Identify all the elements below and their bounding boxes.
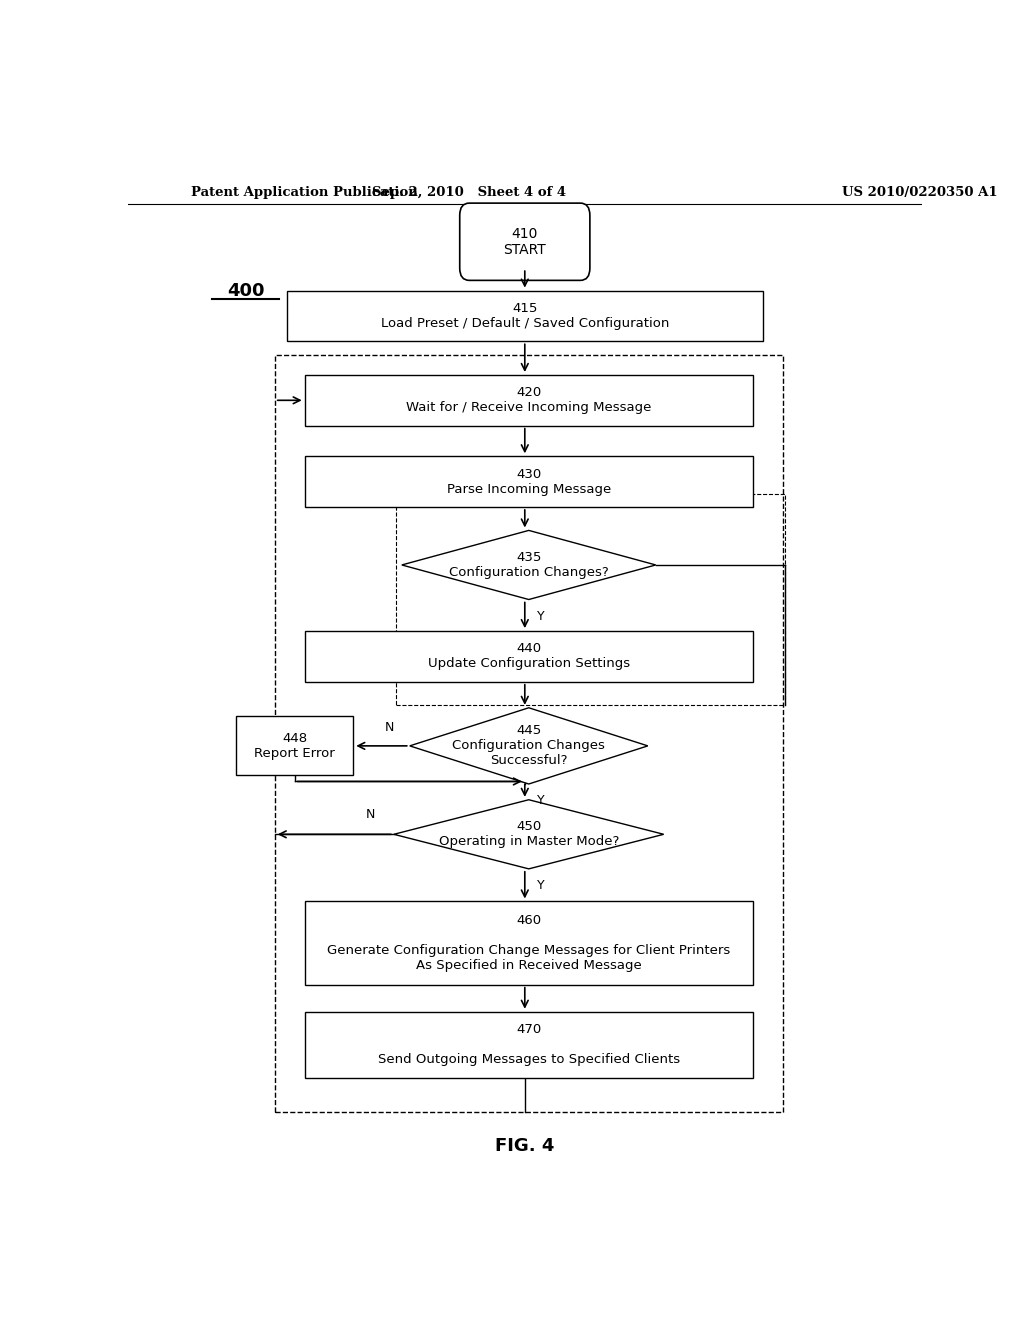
Bar bbox=[304, 902, 753, 985]
Bar bbox=[304, 631, 753, 682]
Text: 400: 400 bbox=[226, 281, 264, 300]
Polygon shape bbox=[394, 800, 664, 869]
Bar bbox=[304, 1011, 753, 1077]
Text: N: N bbox=[366, 808, 375, 821]
Text: 410
START: 410 START bbox=[504, 227, 546, 257]
Text: 448
Report Error: 448 Report Error bbox=[254, 731, 335, 760]
Text: 430
Parse Incoming Message: 430 Parse Incoming Message bbox=[446, 467, 611, 495]
Text: 420
Wait for / Receive Incoming Message: 420 Wait for / Receive Incoming Message bbox=[407, 387, 651, 414]
Polygon shape bbox=[410, 708, 648, 784]
Bar bbox=[304, 375, 753, 426]
Text: 435
Configuration Changes?: 435 Configuration Changes? bbox=[449, 550, 608, 579]
Text: 415
Load Preset / Default / Saved Configuration: 415 Load Preset / Default / Saved Config… bbox=[381, 302, 669, 330]
Text: 440
Update Configuration Settings: 440 Update Configuration Settings bbox=[428, 643, 630, 671]
FancyBboxPatch shape bbox=[460, 203, 590, 280]
Text: Sep. 2, 2010   Sheet 4 of 4: Sep. 2, 2010 Sheet 4 of 4 bbox=[372, 186, 566, 199]
Text: 470

Send Outgoing Messages to Specified Clients: 470 Send Outgoing Messages to Specified … bbox=[378, 1023, 680, 1067]
Text: 445
Configuration Changes
Successful?: 445 Configuration Changes Successful? bbox=[453, 725, 605, 767]
Bar bbox=[236, 717, 353, 775]
Text: FIG. 4: FIG. 4 bbox=[496, 1138, 554, 1155]
Text: Y: Y bbox=[537, 610, 545, 623]
Text: US 2010/0220350 A1: US 2010/0220350 A1 bbox=[842, 186, 997, 199]
Text: N: N bbox=[385, 721, 394, 734]
Text: Patent Application Publication: Patent Application Publication bbox=[191, 186, 418, 199]
Bar bbox=[396, 494, 785, 705]
Text: 450
Operating in Master Mode?: 450 Operating in Master Mode? bbox=[438, 820, 618, 849]
Bar bbox=[304, 457, 753, 507]
Polygon shape bbox=[401, 531, 655, 599]
Bar bbox=[274, 355, 782, 1111]
Text: 460

Generate Configuration Change Messages for Client Printers
As Specified in : 460 Generate Configuration Change Messag… bbox=[327, 913, 730, 972]
Text: Y: Y bbox=[537, 879, 545, 892]
Text: Y: Y bbox=[537, 795, 545, 807]
Bar bbox=[287, 290, 763, 342]
